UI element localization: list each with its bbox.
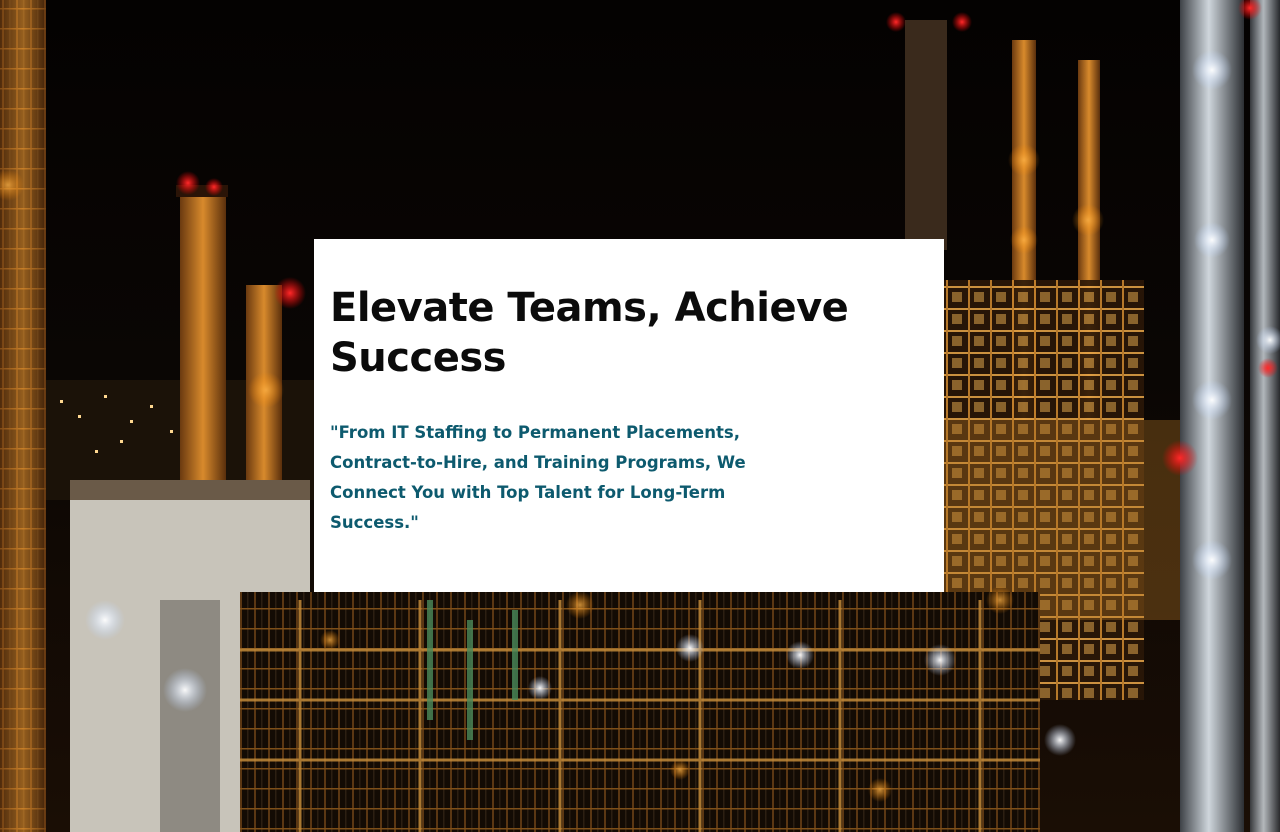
hero-subtitle: "From IT Staffing to Permanent Placement… bbox=[330, 423, 746, 532]
hero-card: Elevate Teams, Achieve Success "From IT … bbox=[314, 239, 944, 592]
hero-title: Elevate Teams, Achieve Success bbox=[330, 285, 849, 381]
